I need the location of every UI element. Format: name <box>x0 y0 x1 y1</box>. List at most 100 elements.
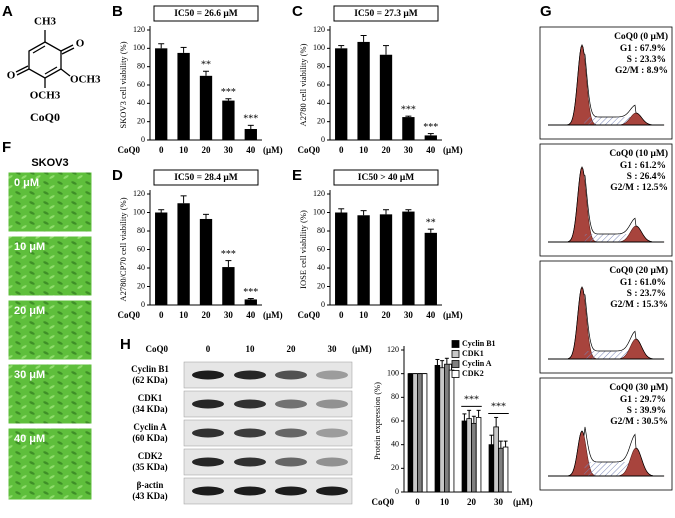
y-tick-label: 80 <box>317 61 325 70</box>
x-tick-label: 0 <box>415 497 420 507</box>
band <box>234 486 266 496</box>
x-prefix: CoQ0 <box>298 145 321 155</box>
bar <box>244 299 257 305</box>
protein-weight: (35 KDa) <box>132 462 167 472</box>
dose-label: 30 <box>328 344 338 354</box>
significance: *** <box>423 122 438 133</box>
micrograph-label: 40 μM <box>14 433 45 445</box>
x-tick-label: 30 <box>224 310 234 320</box>
significance: *** <box>401 104 416 115</box>
band <box>275 457 307 467</box>
bar <box>177 52 190 140</box>
panel-letter: A <box>2 3 13 20</box>
y-tick-label: 100 <box>313 207 325 216</box>
y-tick-label: 20 <box>391 463 399 472</box>
bar <box>407 373 414 493</box>
protein-name: Cyclin A <box>133 422 167 432</box>
band <box>275 486 307 496</box>
dose-label: 10 <box>246 344 256 354</box>
y-axis-label: Protein expression (%) <box>372 382 382 460</box>
bar <box>244 129 257 140</box>
x-unit: (μM) <box>263 145 283 155</box>
compound-name: CoQ0 <box>30 110 60 124</box>
panel-letter: H <box>120 336 131 353</box>
y-tick-label: 40 <box>317 98 325 107</box>
micrograph-label: 20 μM <box>14 305 45 317</box>
bar <box>357 41 370 140</box>
methoxy: OCH3 <box>70 74 101 86</box>
protein-weight: (34 KDa) <box>132 404 167 414</box>
bar <box>471 422 477 493</box>
bar <box>222 267 235 305</box>
y-tick-label: 40 <box>317 263 325 272</box>
bar <box>222 100 235 140</box>
micrograph-label: 0 μM <box>14 177 39 189</box>
x-tick-label: 40 <box>246 310 256 320</box>
x-prefix: CoQ0 <box>118 310 141 320</box>
x-tick-label: 20 <box>382 310 392 320</box>
y-tick-label: 100 <box>313 43 325 52</box>
y-tick-label: 120 <box>133 25 145 34</box>
significance: *** <box>243 114 258 125</box>
x-tick-label: 30 <box>404 310 414 320</box>
y-tick-label: 60 <box>137 80 145 89</box>
flow-title: CoQ0 (10 μM) <box>609 148 668 159</box>
band <box>192 486 224 496</box>
x-tick-label: 10 <box>179 310 189 320</box>
flow-title: CoQ0 (30 μM) <box>609 382 668 393</box>
dose-label: 20 <box>287 344 297 354</box>
bar <box>424 232 437 305</box>
protein-name: CDK2 <box>138 451 163 461</box>
y-tick-label: 120 <box>387 345 399 354</box>
title-box <box>333 5 439 22</box>
x-tick-label: 10 <box>359 310 369 320</box>
significance: *** <box>243 287 258 298</box>
bar <box>155 212 168 305</box>
micrograph <box>7 171 93 233</box>
x-prefix: CoQ0 <box>298 310 321 320</box>
protein-weight: (62 KDa) <box>132 375 167 385</box>
legend-label: CDK2 <box>462 369 484 378</box>
bar <box>448 369 455 493</box>
x-prefix: CoQ0 <box>372 497 395 507</box>
dose-unit: (μM) <box>352 344 372 354</box>
y-tick-label: 60 <box>391 416 399 425</box>
bar <box>402 211 415 305</box>
title-box <box>153 5 259 22</box>
x-tick-label: 20 <box>467 497 477 507</box>
methyl: CH3 <box>34 16 57 28</box>
protein-weight: (43 KDa) <box>132 491 167 501</box>
protein-weight: (60 KDa) <box>132 433 167 443</box>
legend-label: Cyclin A <box>462 359 492 368</box>
y-tick-label: 60 <box>137 244 145 253</box>
title-box <box>153 169 259 186</box>
protein-name: CDK1 <box>138 393 163 403</box>
y-tick-label: 120 <box>133 189 145 198</box>
y-axis-label: SKOV3 cell viability (%) <box>118 41 128 128</box>
band <box>192 370 224 380</box>
y-axis-label: IOSE cell viability (%) <box>298 210 308 289</box>
x-tick-label: 20 <box>382 145 392 155</box>
x-tick-label: 10 <box>359 145 369 155</box>
protein-name: Cyclin B1 <box>131 364 169 374</box>
x-tick-label: 40 <box>426 310 436 320</box>
y-tick-label: 60 <box>317 80 325 89</box>
bar <box>488 444 495 493</box>
panel-letter: E <box>292 167 302 184</box>
s-value: S : 26.4% <box>627 172 666 182</box>
micrograph-label: 10 μM <box>14 241 45 253</box>
bar <box>177 203 190 305</box>
g1-value: G1 : 67.9% <box>620 44 666 54</box>
x-unit: (μM) <box>443 145 463 155</box>
x-tick-label: 10 <box>179 145 189 155</box>
micrograph <box>7 363 93 425</box>
x-tick-label: 40 <box>426 145 436 155</box>
bar <box>493 426 499 493</box>
s-value: S : 23.7% <box>627 289 666 299</box>
significance: *** <box>491 402 506 413</box>
band <box>316 370 348 380</box>
chart-title: IC50 = 28.4 μM <box>174 173 238 183</box>
significance: *** <box>221 249 236 260</box>
y-tick-label: 80 <box>137 61 145 70</box>
